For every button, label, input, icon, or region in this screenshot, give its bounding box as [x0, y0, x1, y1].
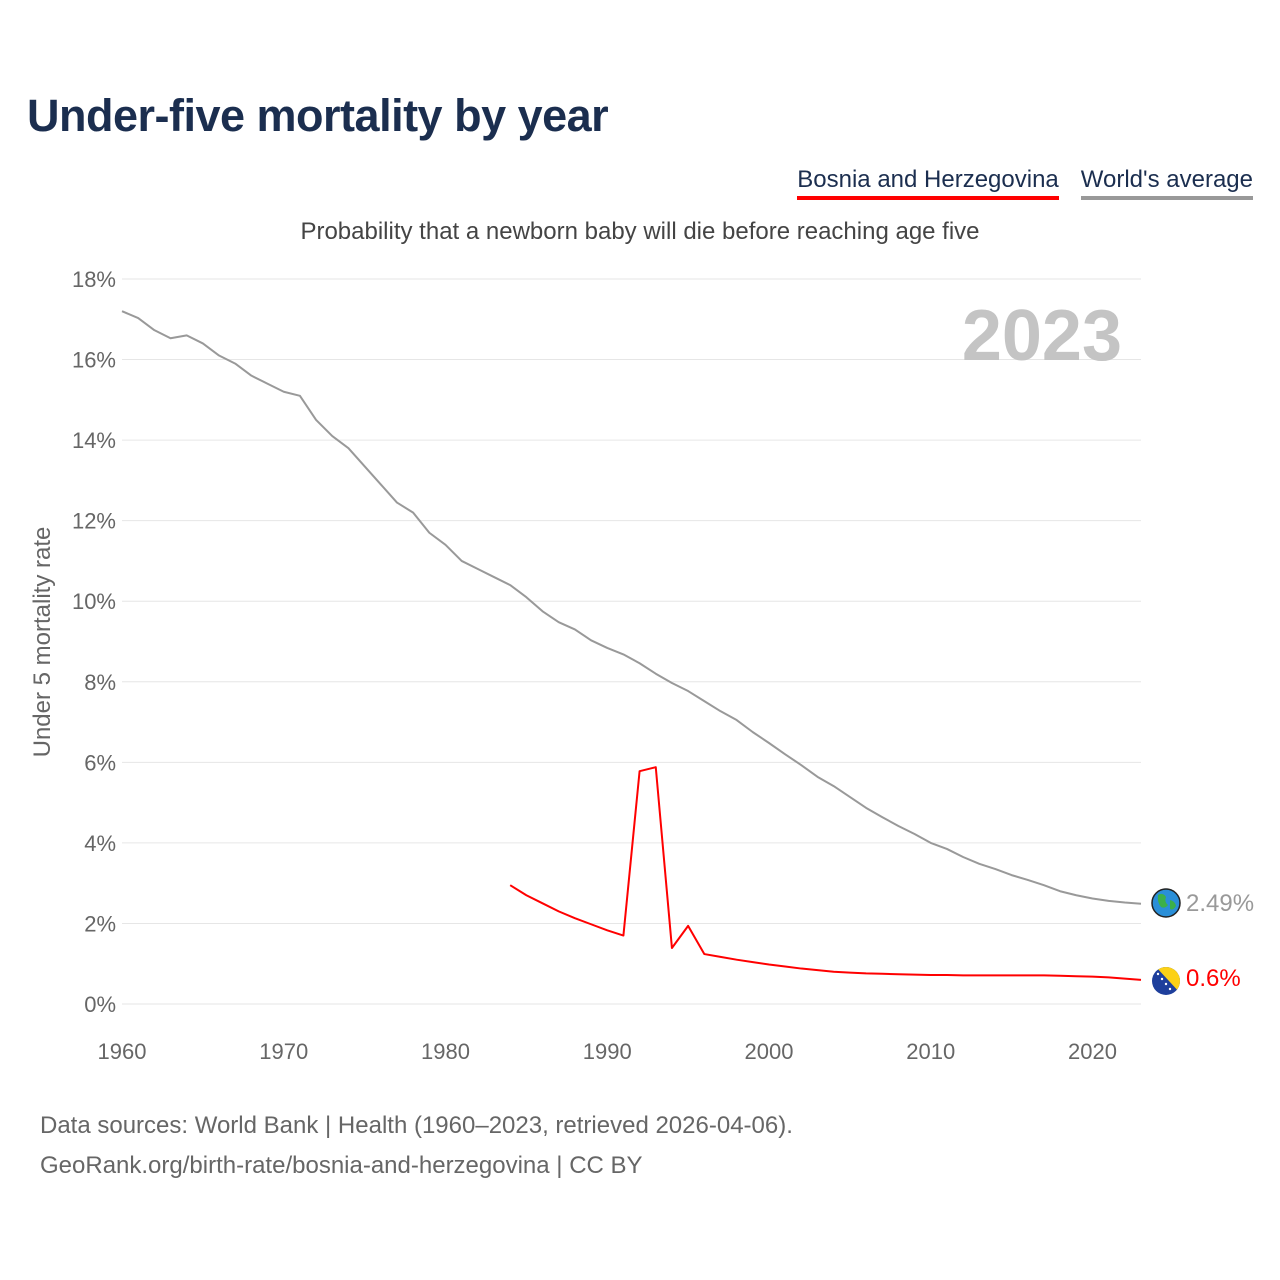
y-tick-label: 0%: [84, 992, 116, 1017]
legend: Bosnia and Herzegovina World's average: [797, 166, 1253, 200]
x-tick-label: 1970: [259, 1039, 308, 1064]
bosnia-flag-icon: [1152, 967, 1180, 995]
globe-icon: [1151, 888, 1181, 918]
footer-sources: Data sources: World Bank | Health (1960–…: [40, 1112, 793, 1139]
footer-link[interactable]: GeoRank.org/birth-rate/bosnia-and-herzeg…: [40, 1152, 643, 1179]
series-line-bosnia: [509, 766, 1142, 981]
bosnia-end-label: 0.6%: [1186, 965, 1241, 992]
y-tick-label: 6%: [84, 750, 116, 775]
y-tick-label: 14%: [72, 428, 116, 453]
y-tick-label: 2%: [84, 911, 116, 936]
x-tick-label: 2010: [906, 1039, 955, 1064]
year-watermark: 2023: [962, 296, 1122, 376]
x-tick-label: 1990: [583, 1039, 632, 1064]
legend-world[interactable]: World's average: [1080, 166, 1253, 200]
y-tick-label: 8%: [84, 670, 116, 695]
y-tick-label: 12%: [72, 509, 116, 534]
x-tick-label: 1960: [98, 1039, 147, 1064]
x-tick-label: 1980: [421, 1039, 470, 1064]
y-axis-label: Under 5 mortality rate: [29, 527, 56, 758]
legend-bosnia[interactable]: Bosnia and Herzegovina: [797, 166, 1059, 200]
footer: Data sources: World Bank | Health (1960–…: [40, 1106, 793, 1186]
chart-title: Under-five mortality by year: [27, 90, 609, 141]
world-end-label: 2.49%: [1186, 890, 1254, 917]
y-tick-label: 4%: [84, 831, 116, 856]
y-tick-label: 18%: [72, 267, 116, 292]
x-tick-label: 2000: [745, 1039, 794, 1064]
y-tick-label: 10%: [72, 589, 116, 614]
series-line-world: [121, 310, 1142, 905]
x-tick-label: 2020: [1068, 1039, 1117, 1064]
y-tick-label: 16%: [72, 348, 116, 373]
chart-subtitle: Probability that a newborn baby will die…: [300, 218, 980, 245]
